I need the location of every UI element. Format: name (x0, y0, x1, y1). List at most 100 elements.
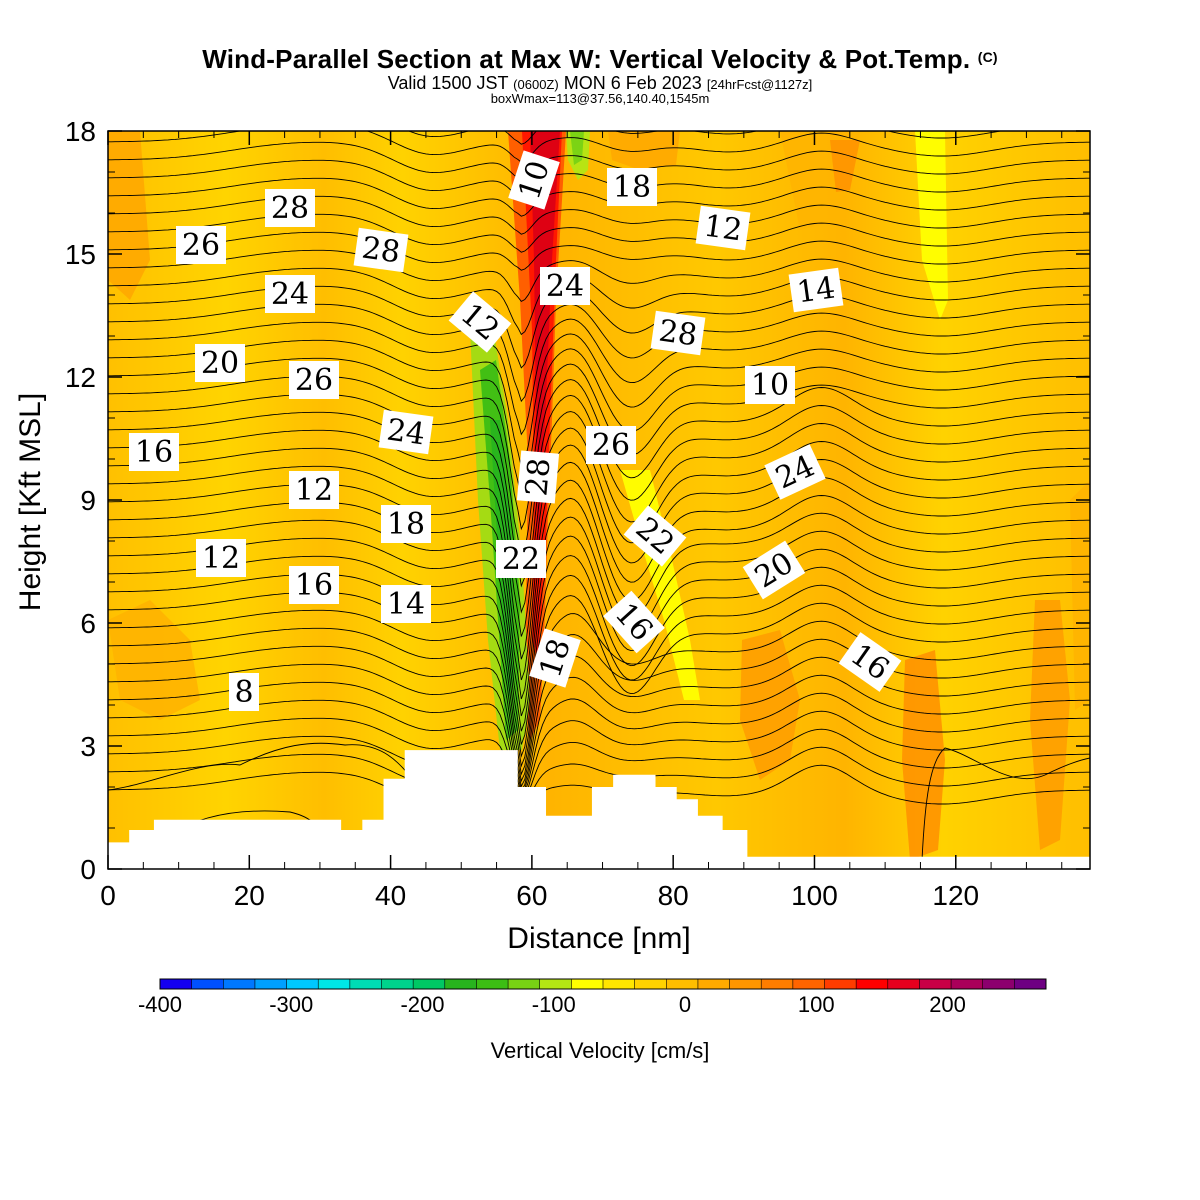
contour-label-23: 28 (650, 310, 706, 356)
x-tick-label-80: 80 (658, 880, 689, 911)
chart-title: Wind-Parallel Section at Max W: Vertical… (202, 44, 998, 74)
theta-contour-11 (108, 574, 1090, 768)
theta-contour-16 (108, 479, 1090, 700)
w-field-region-10 (915, 131, 948, 320)
colorbar-swatch-20 (761, 979, 794, 989)
chart-subtitle: Valid 1500 JST (0600Z) MON 6 Feb 2023 [2… (387, 73, 813, 93)
colorbar-swatch-8 (381, 979, 414, 989)
colorbar-swatch-21 (792, 979, 825, 989)
theta-contour-23 (108, 363, 1090, 531)
svg-text:28: 28 (657, 314, 700, 354)
svg-text:14: 14 (387, 587, 425, 622)
theta-contour-26 (108, 318, 1090, 436)
colorbar-swatch-25 (919, 979, 952, 989)
theta-contour-22 (108, 379, 1090, 560)
y-tick-label-3: 3 (80, 731, 96, 762)
theta-contour-18 (108, 444, 1090, 660)
theta-contour-10 (108, 595, 1090, 776)
contour-label-8: 28 (353, 227, 409, 273)
terrain-mask (108, 750, 1090, 869)
contour-label-22: 12 (695, 205, 751, 251)
contour-label-1: 28 (265, 189, 315, 227)
y-axis-label: Height [Kft MSL] (14, 393, 47, 611)
colorbar-swatch-24 (887, 979, 920, 989)
theta-contour-3 (108, 728, 1090, 804)
colorbar-label: Vertical Velocity [cm/s] (491, 1038, 710, 1063)
contour-label-7: 8 (229, 673, 259, 711)
contour-label-14: 14 (381, 585, 431, 623)
contour-label-16: 10 (508, 150, 560, 210)
theta-contour-35 (108, 159, 1090, 199)
x-axis-label: Distance [nm] (507, 922, 690, 955)
contour-label-13: 16 (289, 566, 339, 604)
colorbar-swatch-3 (223, 979, 256, 989)
svg-text:24: 24 (271, 277, 309, 312)
svg-text:12: 12 (295, 473, 333, 508)
svg-text:26: 26 (295, 363, 333, 398)
x-tick-label-60: 60 (516, 880, 547, 911)
copyright-mark: (C) (977, 49, 998, 65)
theta-contour-37 (108, 131, 1090, 163)
colorbar-tick-label-6: 100 (798, 992, 835, 1017)
theta-contour-5 (108, 692, 1090, 799)
contour-label-6: 12 (196, 539, 246, 577)
svg-text:18: 18 (613, 170, 651, 205)
theta-contour-17 (108, 461, 1090, 681)
contour-label-3: 24 (265, 275, 315, 313)
theta-contour-29 (108, 267, 1090, 336)
box-info: boxWmax=113@37.56,140.40,1545m (490, 91, 710, 106)
theta-contour-7 (108, 655, 1090, 792)
svg-text:14: 14 (795, 271, 838, 311)
colorbar-swatch-18 (697, 979, 731, 989)
x-tick-label-20: 20 (234, 880, 265, 911)
contour-label-2: 26 (176, 226, 226, 264)
theta-contour-30 (108, 249, 1090, 302)
y-tick-label-18: 18 (65, 116, 96, 147)
w-field-region-16 (108, 600, 200, 720)
theta-contour-19 (108, 427, 1090, 637)
theta-contour-9 (108, 613, 1090, 783)
svg-text:22: 22 (502, 542, 540, 577)
colorbar-swatch-2 (191, 979, 224, 989)
colorbar-swatch-7 (349, 979, 382, 989)
svg-text:24: 24 (546, 269, 584, 304)
x-tick-label-120: 120 (932, 880, 979, 911)
theta-contour-2 (108, 746, 1090, 806)
y-tick-label-12: 12 (65, 362, 96, 393)
w-field-region-12 (740, 630, 800, 780)
theta-contour-31 (108, 231, 1090, 271)
colorbar-swatch-17 (666, 979, 699, 989)
colorbar-swatch-10 (444, 979, 477, 989)
colorbar-swatch-22 (824, 979, 857, 989)
colorbar-swatch-13 (539, 979, 572, 989)
colorbar-swatch-4 (254, 979, 288, 989)
theta-contour-36 (108, 141, 1090, 181)
theta-contour-14 (108, 516, 1090, 732)
theta-contour-25 (108, 333, 1090, 468)
colorbar-swatch-6 (318, 979, 351, 989)
svg-text:28: 28 (519, 456, 557, 497)
colorbar-swatch-12 (508, 979, 541, 989)
theta-contour-low-4 (921, 747, 1090, 861)
colorbar-swatch-28 (1014, 979, 1047, 989)
contour-label-5: 16 (129, 433, 179, 471)
theta-contour-12 (108, 555, 1090, 758)
y-tick-label-15: 15 (65, 239, 96, 270)
theta-contour-34 (108, 177, 1090, 217)
contour-label-18: 28 (516, 450, 560, 504)
colorbar-swatch-14 (571, 979, 604, 989)
colorbar-swatch-1 (160, 979, 193, 989)
svg-text:18: 18 (387, 507, 425, 542)
theta-contour-38 (407, 131, 1004, 145)
contour-label-20: 18 (529, 628, 581, 688)
x-tick-label-0: 0 (100, 880, 116, 911)
colorbar-tick-label-1: -400 (138, 992, 182, 1017)
colorbar-swatch-23 (856, 979, 889, 989)
colorbar-swatch-19 (729, 979, 762, 989)
contour-label-4: 20 (195, 344, 245, 382)
colorbar-tick-label-2: -300 (269, 992, 313, 1017)
contour-label-12: 18 (381, 505, 431, 543)
colorbar-tick-label-7: 200 (929, 992, 966, 1017)
contour-label-19: 22 (496, 540, 546, 578)
svg-text:26: 26 (592, 428, 630, 463)
